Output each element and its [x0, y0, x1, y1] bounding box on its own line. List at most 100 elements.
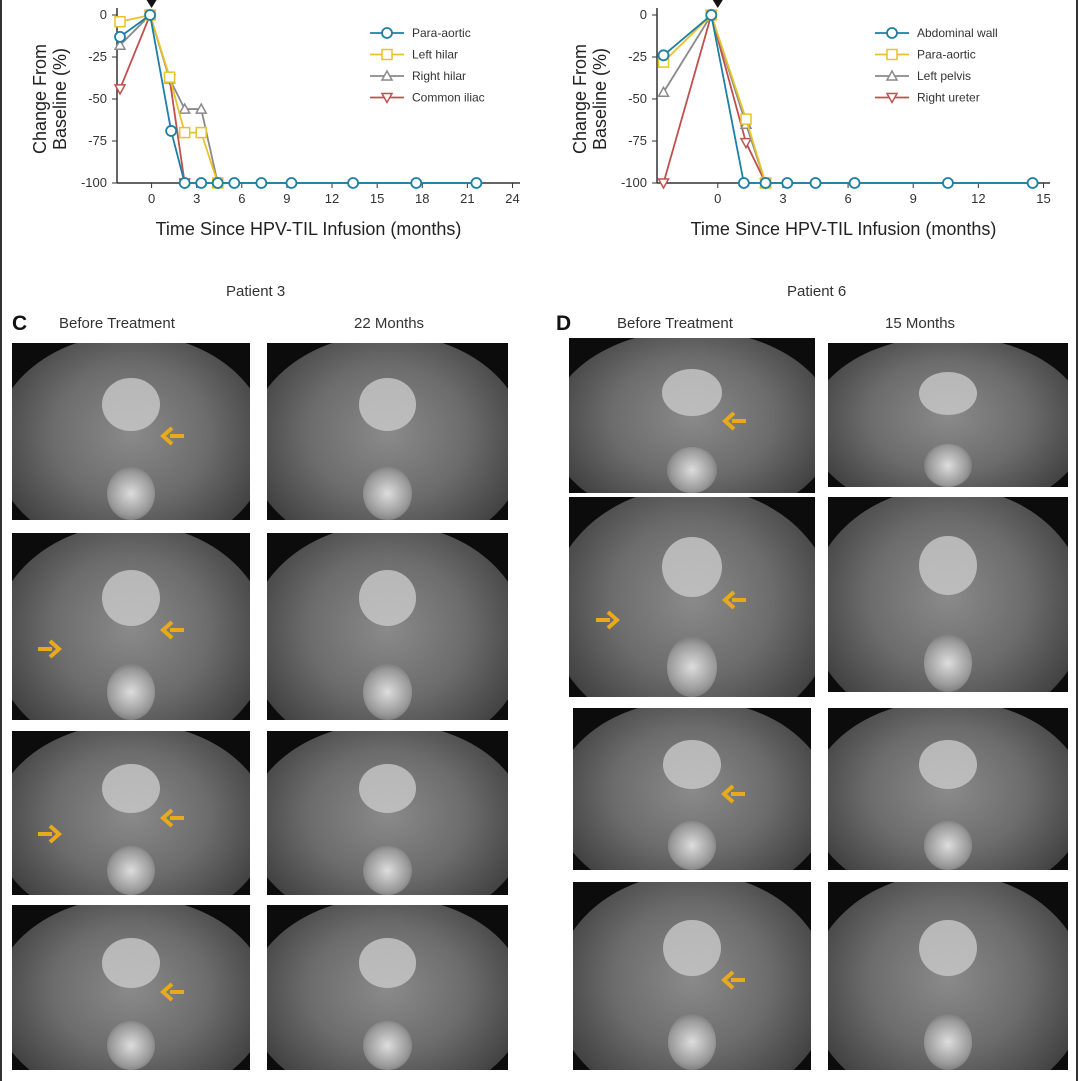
- y-tick-label: -50: [88, 91, 107, 106]
- data-point: [255, 177, 268, 189]
- arrow-annotation-icon: [594, 607, 620, 633]
- data-point: [781, 177, 794, 189]
- data-point: [347, 177, 359, 189]
- ct-spine: [667, 446, 717, 493]
- data-point: [657, 178, 670, 190]
- ct-scan-image: [12, 533, 250, 720]
- arrow-annotation-icon: [159, 423, 186, 449]
- x-tick-label: 21: [460, 191, 474, 206]
- ct-scan-image: [267, 533, 508, 720]
- ct-spine: [924, 633, 972, 692]
- arrow-annotation-icon: [36, 636, 62, 662]
- legend-marker: [885, 69, 899, 81]
- y-tick-label: -75: [88, 133, 107, 148]
- ct-organ: [358, 763, 417, 813]
- ct-spine: [107, 466, 155, 520]
- legend-marker: [380, 92, 394, 105]
- arrow-annotation-icon: [721, 587, 748, 613]
- ct-scan-image: [569, 338, 815, 493]
- x-tick-label: 24: [505, 191, 519, 206]
- legend-marker: [380, 69, 394, 81]
- y-tick-label: 0: [100, 7, 107, 22]
- ct-scan-image: [12, 343, 250, 520]
- series-line: [119, 13, 477, 184]
- arrow-annotation-icon: [720, 781, 747, 807]
- ct-scan-image: [12, 905, 250, 1070]
- legend-label: Abdominal wall: [917, 26, 998, 40]
- ct-organ: [358, 378, 417, 432]
- x-tick-label: 15: [1036, 191, 1050, 206]
- data-point: [737, 177, 750, 189]
- legend-label: Left hilar: [412, 48, 458, 62]
- y-tick-label: 0: [640, 7, 647, 22]
- y-axis-label: Change FromBaseline (%): [570, 44, 610, 154]
- ct-spine: [107, 663, 155, 720]
- legend-marker: [381, 27, 393, 39]
- y-axis-label: Change FromBaseline (%): [30, 44, 70, 154]
- chart-patient-6: 0 -25 -50 -75 -100 0 3 6 9 12 15 Time Since HPV-TIL…: [570, 0, 1051, 239]
- series-right-hilar: [113, 8, 225, 188]
- arrow-annotation-icon: [159, 617, 186, 643]
- ct-spine: [363, 1020, 412, 1070]
- ct-spine: [924, 1013, 972, 1070]
- legend-marker: [885, 92, 899, 105]
- y-tick-label: -75: [628, 133, 647, 148]
- x-tick-label: 3: [779, 191, 786, 206]
- data-point: [657, 49, 670, 62]
- data-point: [809, 177, 822, 189]
- x-tick-label: 9: [283, 191, 290, 206]
- panel-c-before-label: Before Treatment: [59, 315, 175, 332]
- data-point: [410, 177, 423, 189]
- legend-label: Para-aortic: [917, 48, 976, 62]
- data-point: [165, 125, 178, 137]
- data-point: [144, 9, 156, 21]
- arrow-annotation-icon: [159, 805, 186, 831]
- ct-spine: [107, 1020, 155, 1070]
- series-para-aortic: [657, 9, 772, 189]
- legend-marker: [886, 48, 898, 61]
- ct-organ: [358, 570, 417, 627]
- data-point: [113, 38, 127, 50]
- legend-label: Common iliac: [412, 91, 485, 105]
- panel-d-before-label: Before Treatment: [617, 315, 733, 332]
- ct-spine: [668, 821, 716, 870]
- y-tick-label: -25: [88, 49, 107, 64]
- y-tick-label: -100: [621, 175, 647, 190]
- ct-scan-image: [828, 708, 1068, 870]
- data-point: [178, 177, 191, 189]
- ct-spine: [107, 845, 155, 895]
- x-tick-label: 3: [193, 191, 200, 206]
- series-line: [119, 13, 219, 184]
- x-axis-label: Time Since HPV-TIL Infusion (months): [156, 219, 462, 239]
- ct-organ: [358, 938, 417, 988]
- ct-spine: [924, 821, 972, 870]
- infusion-marker: [146, 0, 157, 8]
- legend-label: Right hilar: [412, 69, 466, 83]
- x-tick-label: 18: [415, 191, 429, 206]
- data-point: [1026, 177, 1039, 189]
- data-point: [114, 15, 126, 28]
- ct-scan-image: [828, 497, 1068, 692]
- series-line: [662, 12, 767, 184]
- data-point: [178, 126, 191, 139]
- series-left-hilar: [114, 9, 224, 189]
- arrow-annotation-icon: [36, 821, 62, 847]
- series-line: [119, 13, 219, 184]
- arrow-annotation-icon: [721, 408, 748, 434]
- data-point: [211, 177, 224, 189]
- ct-organ: [102, 938, 160, 988]
- ct-organ: [919, 536, 977, 595]
- patient-3-label: Patient 3: [226, 283, 286, 300]
- data-point: [657, 85, 670, 98]
- panel-d-after-label: 15 Months: [885, 315, 956, 332]
- data-point: [705, 9, 718, 21]
- ct-organ: [102, 763, 160, 813]
- x-tick-label: 12: [325, 191, 339, 206]
- ct-scan-image: [267, 731, 508, 895]
- legend-marker: [381, 48, 393, 61]
- ct-scan-image: [267, 905, 508, 1070]
- data-point: [470, 177, 483, 189]
- ct-organ: [919, 740, 977, 789]
- y-axis-label-line: Baseline (%): [590, 48, 610, 150]
- patient-6-label: Patient 6: [787, 283, 847, 300]
